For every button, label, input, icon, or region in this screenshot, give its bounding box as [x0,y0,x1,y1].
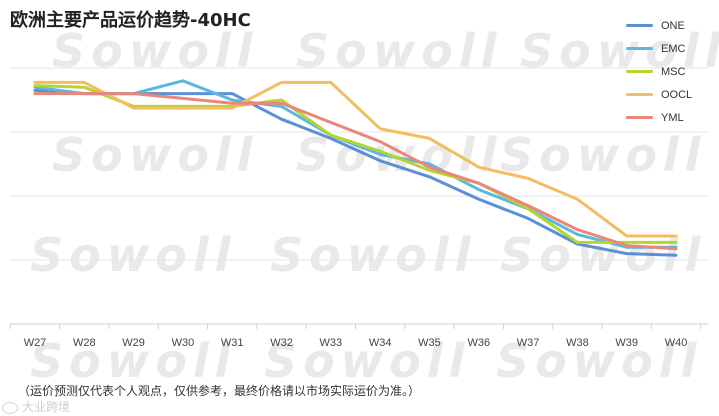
legend-item-yml: YML [626,106,692,129]
x-tick-label: W37 [517,337,540,349]
x-tick-label: W28 [73,337,96,349]
watermark: Sowoll [496,334,703,388]
legend-item-one: ONE [626,14,692,37]
x-tick-label: W40 [665,337,688,349]
x-tick-label: W33 [320,337,343,349]
legend-swatch [626,47,653,50]
series-line-emc [33,79,678,249]
series-line-yml [33,92,678,251]
x-tick-label: W31 [221,337,244,349]
chart-legend: ONE EMC MSC OOCL YML [626,14,692,129]
legend-swatch [626,93,653,96]
x-tick-label: W32 [270,337,293,349]
logo-icon [2,401,18,414]
legend-swatch [626,70,653,73]
watermark: Sowoll [296,24,503,78]
brand-logo: 大业跨境 [2,398,70,415]
logo-text: 大业跨境 [22,400,71,414]
watermark: Sowoll [30,228,237,282]
x-tick-label: W35 [418,337,441,349]
legend-item-msc: MSC [626,60,692,83]
x-tick-label: W38 [566,337,589,349]
watermark: Sowoll [270,228,477,282]
legend-label: OOCL [661,88,693,101]
legend-label: YML [661,111,684,124]
x-tick-label: W30 [172,337,195,349]
legend-item-emc: EMC [626,37,692,60]
chart-title: 欧洲主要产品运价趋势-40HC [10,10,251,31]
legend-swatch [626,24,653,27]
watermark: Sowoll [264,334,471,388]
legend-label: MSC [661,65,686,78]
legend-label: ONE [661,19,685,32]
legend-item-oocl: OOCL [626,83,692,106]
legend-label: EMC [661,42,686,55]
watermark: Sowoll [52,24,259,78]
watermark: Sowoll [520,24,719,78]
series-line-msc [33,84,678,244]
legend-swatch [626,116,653,119]
x-tick-label: W27 [24,337,47,349]
watermark: Sowoll [52,128,259,182]
x-tick-label: W29 [122,337,145,349]
watermark: Sowoll [30,334,237,388]
watermark: Sowoll [500,128,707,182]
x-tick-label: W39 [615,337,638,349]
series-line-oocl [33,80,678,238]
x-tick-label: W36 [467,337,490,349]
x-tick-label: W34 [369,337,392,349]
footnote: （运价预测仅代表个人观点，仅供参考，最终价格请以市场实际运价为准。） [18,384,421,398]
